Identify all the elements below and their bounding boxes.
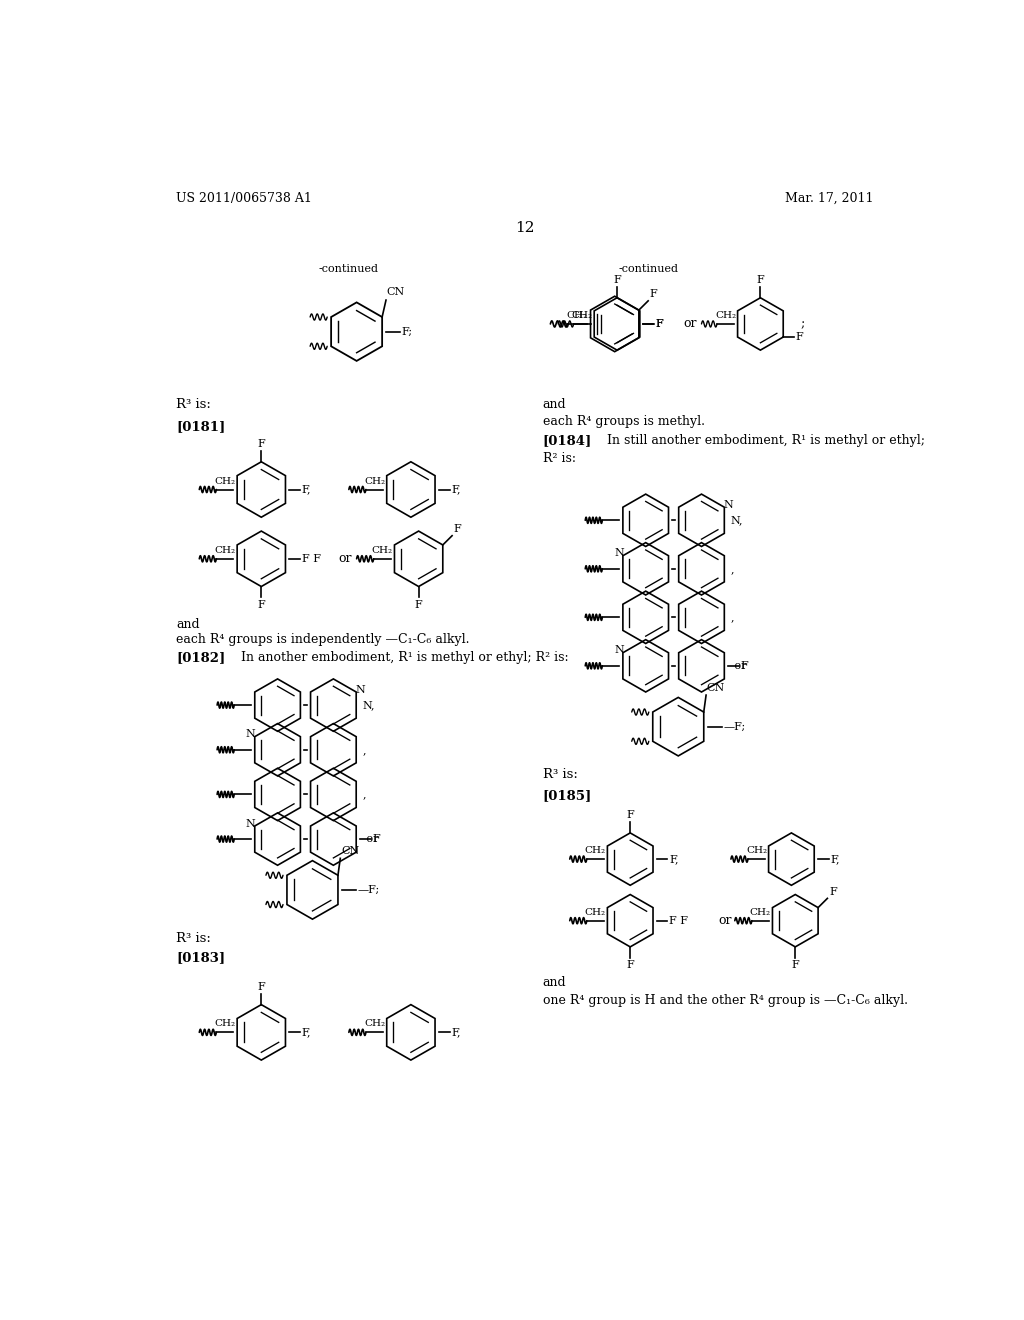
Text: [0183]: [0183] [176, 952, 225, 964]
Text: —F;: —F; [357, 884, 380, 895]
Text: CN: CN [341, 846, 359, 857]
Text: F,: F, [452, 484, 461, 495]
Text: N,: N, [362, 700, 376, 710]
Text: N,: N, [731, 515, 743, 525]
Text: F: F [415, 599, 423, 610]
Text: F: F [655, 319, 663, 329]
Text: CH₂: CH₂ [585, 846, 606, 855]
Text: N: N [246, 818, 256, 829]
Text: F: F [627, 810, 634, 820]
Text: CH₂: CH₂ [585, 908, 606, 917]
Text: one R⁴ group is H and the other R⁴ group is —C₁-C₆ alkyl.: one R⁴ group is H and the other R⁴ group… [543, 994, 907, 1007]
Text: and: and [543, 975, 566, 989]
Text: N: N [724, 500, 733, 510]
Text: CH₂: CH₂ [214, 546, 236, 554]
Text: F,: F, [830, 854, 840, 865]
Text: CH₂: CH₂ [745, 846, 767, 855]
Text: CH₂: CH₂ [364, 477, 385, 486]
Text: CH₂: CH₂ [571, 312, 593, 321]
Text: F: F [257, 982, 265, 991]
Text: F;: F; [401, 326, 413, 337]
Text: N: N [614, 548, 624, 558]
Text: [0182]: [0182] [176, 651, 225, 664]
Text: F: F [613, 275, 621, 285]
Text: In still another embodiment, R¹ is methyl or ethyl;: In still another embodiment, R¹ is methy… [595, 434, 926, 447]
Text: F: F [792, 960, 799, 970]
Text: ,: , [362, 789, 367, 800]
Text: CN: CN [707, 682, 725, 693]
Text: Mar. 17, 2011: Mar. 17, 2011 [785, 191, 873, 205]
Text: R² is:: R² is: [543, 453, 575, 465]
Text: ,: , [731, 564, 734, 574]
Text: ;: ; [801, 317, 805, 330]
Text: F: F [649, 289, 657, 300]
Text: US 2011/0065738 A1: US 2011/0065738 A1 [176, 191, 312, 205]
Text: F: F [627, 960, 634, 970]
Text: F: F [796, 333, 804, 342]
Text: or: or [718, 915, 731, 927]
Text: F: F [757, 275, 764, 285]
Text: —F;: —F; [723, 722, 745, 731]
Text: R³ is:: R³ is: [176, 399, 211, 412]
Text: and: and [543, 399, 566, 412]
Text: F F: F F [302, 554, 321, 564]
Text: F: F [454, 524, 462, 535]
Text: N: N [355, 685, 366, 694]
Text: F: F [740, 661, 748, 671]
Text: CH₂: CH₂ [364, 1019, 385, 1028]
Text: F: F [257, 599, 265, 610]
Text: or: or [338, 552, 352, 565]
Text: CH₂: CH₂ [566, 312, 588, 321]
Text: F,: F, [669, 854, 679, 865]
Text: F: F [257, 438, 265, 449]
Text: CH₂: CH₂ [214, 477, 236, 486]
Text: 12: 12 [515, 220, 535, 235]
Text: R³ is:: R³ is: [543, 768, 578, 781]
Text: N: N [614, 645, 624, 656]
Text: or: or [731, 661, 746, 671]
Text: each R⁴ groups is methyl.: each R⁴ groups is methyl. [543, 416, 705, 428]
Text: F F: F F [669, 916, 688, 925]
Text: [0181]: [0181] [176, 420, 225, 433]
Text: [0184]: [0184] [543, 434, 592, 447]
Text: or: or [362, 834, 378, 843]
Text: F,: F, [302, 1027, 311, 1038]
Text: -continued: -continued [318, 264, 379, 273]
Text: and: and [176, 618, 200, 631]
Text: -continued: -continued [618, 264, 679, 273]
Text: CH₂: CH₂ [372, 546, 393, 554]
Text: F,: F, [452, 1027, 461, 1038]
Text: each R⁴ groups is independently —C₁-C₆ alkyl.: each R⁴ groups is independently —C₁-C₆ a… [176, 634, 470, 647]
Text: ,: , [731, 612, 734, 622]
Text: [0185]: [0185] [543, 789, 592, 803]
Text: CH₂: CH₂ [750, 908, 771, 917]
Text: CN: CN [386, 286, 404, 297]
Text: F: F [372, 834, 380, 843]
Text: F: F [655, 319, 664, 329]
Text: In another embodiment, R¹ is methyl or ethyl; R² is:: In another embodiment, R¹ is methyl or e… [228, 651, 568, 664]
Text: or: or [683, 317, 696, 330]
Text: F: F [829, 887, 837, 896]
Text: R³ is:: R³ is: [176, 932, 211, 945]
Text: CH₂: CH₂ [214, 1019, 236, 1028]
Text: CH₂: CH₂ [715, 312, 736, 321]
Text: ,: , [362, 744, 367, 755]
Text: F,: F, [302, 484, 311, 495]
Text: N: N [246, 730, 256, 739]
